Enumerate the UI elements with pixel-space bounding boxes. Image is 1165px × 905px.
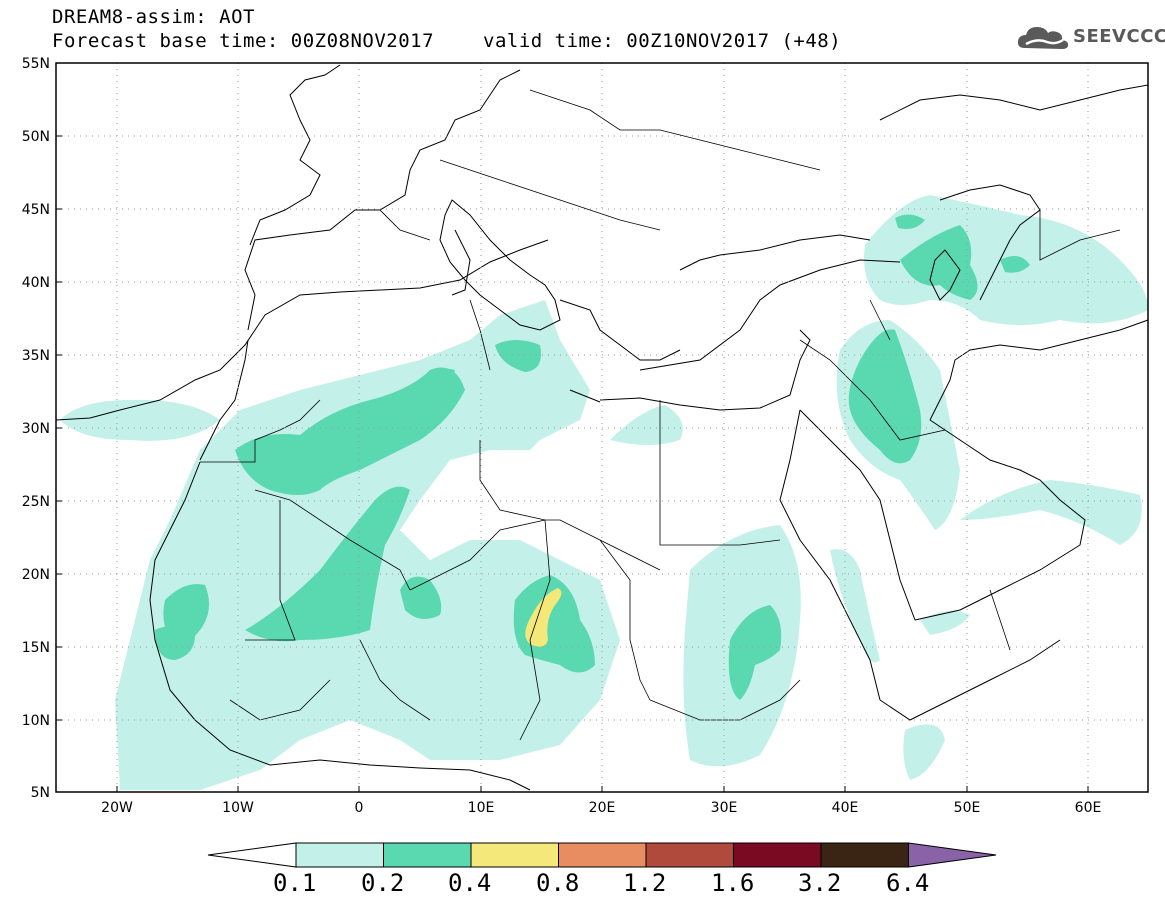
colorbar-label: 0.2 — [361, 869, 405, 897]
aot-field-0.2 — [155, 214, 1030, 700]
colorbar-label: 3.2 — [798, 869, 842, 897]
lon-label: 60E — [1075, 800, 1102, 816]
forecast-base-time: Forecast base time: 00Z08NOV2017 — [52, 30, 435, 52]
lat-label: 45N — [22, 202, 50, 218]
colorbar-label: 1.2 — [623, 869, 667, 897]
colorbar-label: 1.6 — [711, 869, 755, 897]
lat-label: 20N — [22, 567, 50, 583]
logo-text: SEEVCCC — [1073, 26, 1165, 47]
lat-label: 50N — [22, 129, 50, 145]
latitude-labels: 55N 50N 45N 40N 35N 30N 25N 20N 15N 10N … — [22, 56, 50, 801]
axis-ticks — [56, 135, 1089, 792]
lon-label: 0 — [355, 800, 364, 816]
cloud-logo-icon — [1017, 27, 1069, 49]
lat-label: 25N — [22, 494, 50, 510]
colorbar-bin — [295, 842, 384, 868]
lon-label: 10W — [222, 800, 254, 816]
lat-label: 40N — [22, 275, 50, 291]
colorbar-label: 0.4 — [448, 869, 492, 897]
aot-field-0.1 — [60, 195, 1149, 790]
graticule — [56, 63, 1148, 792]
seevccc-logo: SEEVCCC — [1017, 22, 1165, 54]
colorbar-bin — [645, 842, 734, 868]
borders — [200, 89, 1121, 741]
lat-label: 10N — [22, 713, 50, 729]
aot-field-0.4 — [525, 588, 562, 647]
lon-label: 20W — [101, 800, 133, 816]
colorbar-label: 6.4 — [886, 869, 930, 897]
lon-label: 30E — [711, 800, 738, 816]
colorbar-bin — [470, 842, 559, 868]
lat-label: 30N — [22, 421, 50, 437]
longitude-labels: 20W 10W 0 10E 20E 30E 40E 50E 60E — [101, 800, 1101, 816]
lon-label: 40E — [832, 800, 859, 816]
lon-label: 20E — [589, 800, 616, 816]
colorbar-low-arrow — [207, 842, 297, 868]
colorbar-bin — [558, 842, 647, 868]
lat-label: 55N — [22, 56, 50, 72]
colorbar-bin — [383, 842, 472, 868]
lon-label: 10E — [468, 800, 495, 816]
colorbar-bin — [820, 842, 909, 868]
colorbar-bin — [733, 842, 822, 868]
map-title: DREAM8-assim: AOT — [52, 6, 255, 28]
lon-label: 50E — [954, 800, 981, 816]
lat-label: 15N — [22, 640, 50, 656]
colorbar-label: 0.1 — [273, 869, 317, 897]
colorbar-label: 0.8 — [536, 869, 580, 897]
colorbar-high-arrow — [908, 842, 997, 868]
coastlines — [55, 64, 1149, 791]
lat-label: 5N — [31, 785, 50, 801]
valid-time: valid time: 00Z10NOV2017 (+48) — [483, 30, 842, 52]
colorbar — [207, 842, 997, 868]
lat-label: 35N — [22, 348, 50, 364]
